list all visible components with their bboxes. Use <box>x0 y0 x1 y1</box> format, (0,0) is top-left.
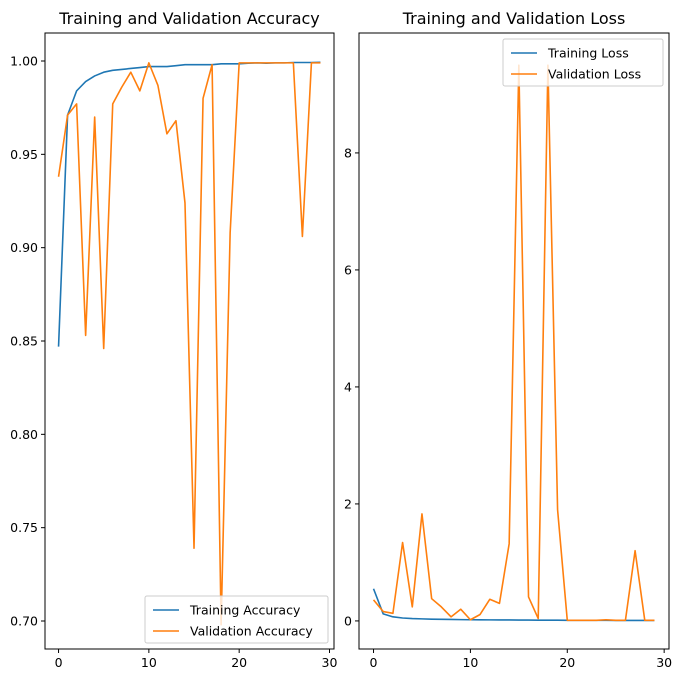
accuracy-y-tick-label: 0.70 <box>10 614 38 629</box>
accuracy-plot-layer <box>57 61 321 626</box>
loss-plot-layer <box>372 64 655 622</box>
accuracy-x-tick-label: 0 <box>55 655 63 670</box>
accuracy-legend-label-validation: Validation Accuracy <box>190 624 313 639</box>
accuracy-y-tick-label: 0.90 <box>10 240 38 255</box>
accuracy-legend-label-training: Training Accuracy <box>189 603 301 618</box>
loss-y-tick-label: 4 <box>344 379 352 394</box>
loss-x-tick-label: 10 <box>462 655 478 670</box>
loss-y-tick-label: 0 <box>344 613 352 628</box>
accuracy-chart-title: Training and Validation Accuracy <box>58 9 320 28</box>
loss-ticks: 0 10 20 30 0 2 4 6 8 <box>344 145 672 670</box>
loss-series-training-line <box>372 588 655 622</box>
loss-x-tick-label: 0 <box>370 655 378 670</box>
accuracy-x-tick-label: 30 <box>322 655 338 670</box>
loss-x-tick-label: 30 <box>656 655 672 670</box>
loss-series-validation-line <box>372 64 655 622</box>
accuracy-y-tick-label: 0.85 <box>10 334 38 349</box>
accuracy-axes-frame <box>44 32 335 650</box>
accuracy-legend-box <box>144 595 329 644</box>
accuracy-y-tick-label: 0.80 <box>10 427 38 442</box>
loss-y-tick-label: 2 <box>344 496 352 511</box>
loss-axes-frame <box>358 32 670 650</box>
loss-y-tick-label: 6 <box>344 262 352 277</box>
accuracy-y-tick-label: 1.00 <box>10 54 38 69</box>
accuracy-legend: Training Accuracy Validation Accuracy <box>144 595 329 644</box>
loss-legend-box <box>502 38 664 87</box>
loss-x-tick-label: 20 <box>559 655 575 670</box>
accuracy-x-tick-label: 20 <box>231 655 247 670</box>
accuracy-y-tick-label: 0.75 <box>10 520 38 535</box>
loss-chart-title: Training and Validation Loss <box>402 9 626 28</box>
loss-legend-label-validation: Validation Loss <box>548 67 641 82</box>
loss-chart: Training and Validation Loss 0 10 20 30 0 2 4 6… <box>344 9 672 670</box>
accuracy-y-tick-label: 0.95 <box>10 147 38 162</box>
accuracy-ticks: 0 10 20 30 0.70 0.75 0.80 0.85 0.90 0.95 1.00 <box>10 54 337 671</box>
loss-y-tick-label: 8 <box>344 145 352 160</box>
accuracy-series-validation-line <box>57 62 321 626</box>
accuracy-x-tick-label: 10 <box>141 655 157 670</box>
accuracy-chart: Training and Validation Accuracy 0 10 20 30… <box>10 9 337 670</box>
loss-legend: Training Loss Validation Loss <box>502 38 664 87</box>
loss-legend-label-training: Training Loss <box>547 46 629 61</box>
